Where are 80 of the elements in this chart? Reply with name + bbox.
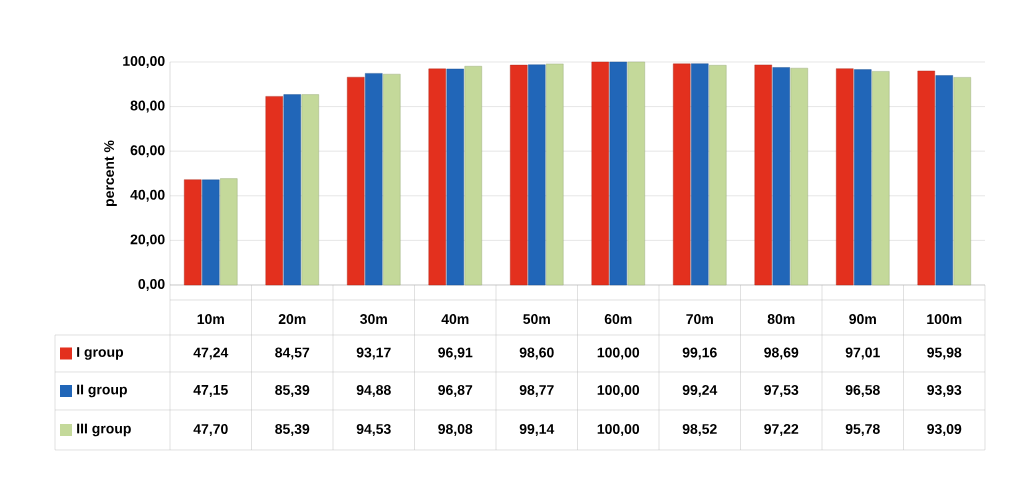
y-tick-label: 60,00	[130, 145, 165, 158]
y-tick-label: 80,00	[130, 100, 165, 113]
data-label: 93,93	[927, 385, 962, 397]
y-axis-title: percent %	[104, 140, 117, 207]
data-label: 95,98	[927, 347, 962, 360]
bar	[464, 66, 482, 286]
y-tick-label: 20,00	[130, 234, 165, 247]
data-label: 98,77	[519, 385, 554, 397]
bar	[528, 64, 546, 286]
bar	[220, 178, 238, 286]
data-label: 85,39	[275, 385, 310, 397]
data-label: 97,22	[764, 424, 799, 436]
bar	[283, 94, 301, 286]
bar	[446, 68, 464, 286]
data-label: 93,09	[927, 424, 962, 436]
legend-label: III group	[77, 423, 131, 437]
bar	[202, 179, 220, 286]
data-label: 85,39	[275, 424, 310, 436]
data-label: 100,00	[597, 424, 640, 436]
bar	[673, 63, 691, 286]
bar	[591, 61, 609, 286]
data-label: 94,53	[356, 424, 391, 436]
data-label: 99,14	[519, 424, 555, 436]
data-label: 94,88	[356, 385, 391, 397]
data-label: 97,01	[845, 347, 880, 360]
x-tick-label: 10m	[197, 314, 224, 325]
legend-label: II group	[77, 384, 127, 398]
x-tick-label: 90m	[849, 314, 876, 325]
bar	[627, 61, 645, 286]
bar	[365, 73, 383, 286]
bar	[790, 67, 808, 286]
bar	[428, 68, 446, 286]
bar	[184, 179, 202, 286]
x-tick-label: 50m	[523, 314, 550, 325]
data-label: 95,78	[845, 424, 880, 436]
bar	[754, 64, 772, 286]
bar	[265, 96, 283, 286]
data-label: 47,15	[193, 385, 228, 397]
bar	[854, 69, 872, 286]
bar	[301, 94, 319, 286]
bar	[383, 73, 401, 286]
x-tick-label: 70m	[686, 314, 713, 325]
bar	[546, 63, 564, 286]
bar	[917, 70, 935, 286]
legend-label: I group	[77, 347, 124, 360]
bar	[953, 77, 971, 286]
y-tick-label: 0,00	[138, 279, 165, 291]
data-label: 98,60	[519, 347, 554, 360]
x-tick-label: 20m	[278, 314, 306, 325]
bar	[347, 77, 365, 286]
x-tick-label: 30m	[360, 314, 387, 325]
data-label: 97,53	[764, 385, 799, 397]
bar	[709, 65, 727, 286]
x-tick-label: 60m	[604, 314, 632, 325]
data-label: 99,24	[682, 385, 718, 397]
bar	[691, 63, 709, 286]
bar	[772, 67, 790, 286]
data-label: 98,08	[438, 424, 473, 436]
y-tick-label: 100,00	[123, 56, 165, 68]
data-label: 47,24	[193, 347, 229, 360]
bar	[872, 71, 890, 286]
data-label: 96,87	[438, 385, 473, 397]
bar	[609, 61, 627, 286]
x-tick-label: 100m	[927, 314, 962, 325]
y-tick-label: 40,00	[130, 189, 165, 202]
data-label: 98,69	[764, 347, 799, 360]
data-label: 99,16	[682, 347, 717, 360]
data-label: 96,58	[845, 385, 880, 397]
data-label: 98,52	[682, 424, 717, 436]
x-tick-label: 80m	[767, 314, 795, 325]
data-label: 93,17	[356, 347, 391, 360]
data-label: 100,00	[597, 347, 640, 360]
data-label: 96,91	[438, 347, 473, 360]
data-label: 84,57	[275, 347, 310, 360]
bar	[510, 64, 528, 286]
x-tick-label: 40m	[441, 314, 469, 325]
bar	[935, 75, 953, 286]
data-label: 47,70	[193, 424, 228, 436]
data-label: 100,00	[597, 385, 640, 397]
bar	[836, 68, 854, 286]
